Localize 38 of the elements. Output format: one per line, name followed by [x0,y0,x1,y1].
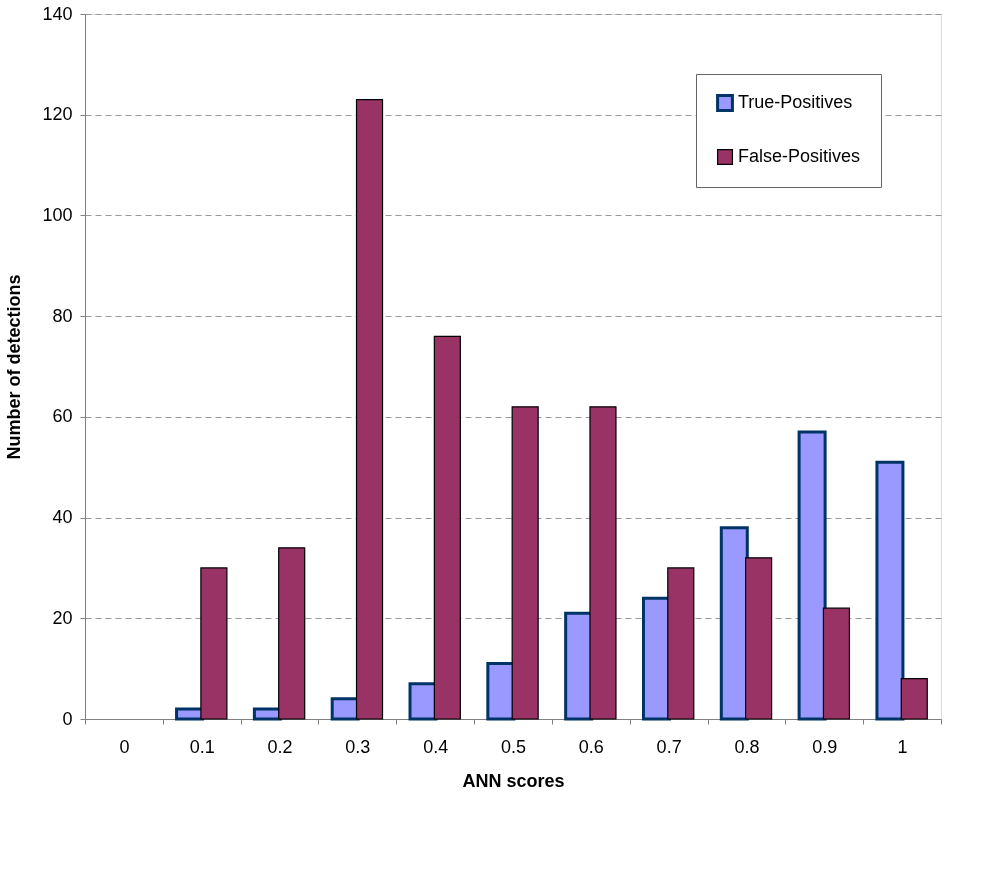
legend-label: False-Positives [738,146,861,166]
x-tick-label: 0.5 [500,736,527,757]
x-tick-label: 0.2 [267,736,293,757]
bar [745,557,773,720]
y-tick-label: 140 [42,3,73,24]
bar [875,460,905,721]
x-tick-label: 0.1 [189,736,215,757]
bar [278,547,306,720]
x-tick-label: 0.8 [734,736,760,757]
x-tick-label: 0.4 [423,736,449,757]
x-axis-title: ANN scores [462,770,565,791]
bar [511,406,539,720]
y-tick-label: 120 [42,104,73,125]
y-tick-label: 20 [52,607,73,628]
bar [486,662,516,721]
y-tick-label: 100 [42,204,73,225]
bar [355,99,384,720]
bar [252,707,282,721]
x-tick-label: 0.9 [812,736,838,757]
y-tick-label: 60 [52,406,73,427]
y-tick-label: 40 [52,507,73,528]
y-tick-label: 80 [52,305,73,326]
bar [667,567,695,720]
bar [200,567,228,720]
x-tick-label: 0.3 [345,736,371,757]
y-tick-label: 0 [62,708,73,729]
bar [822,607,851,720]
bar [433,335,461,720]
bar [330,697,360,721]
x-tick-label: 0.7 [656,736,682,757]
bar [900,678,928,720]
y-axis-title: Number of detections [4,274,25,460]
x-tick-label: 1 [897,736,908,757]
bar [589,406,617,720]
x-tick-label: 0.6 [578,736,604,757]
legend-label: True-Positives [738,92,853,112]
bar [797,430,827,721]
x-tick-label: 0 [119,736,130,757]
